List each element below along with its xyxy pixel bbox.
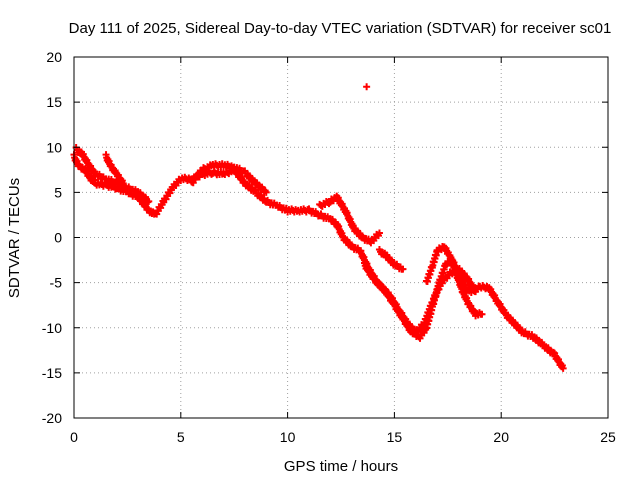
x-tick-label: 5: [177, 429, 185, 445]
x-axis-title: GPS time / hours: [284, 458, 398, 475]
data-point: [478, 310, 486, 318]
data-point: [119, 179, 127, 187]
data-point: [363, 83, 371, 91]
data-point: [399, 265, 407, 273]
series-track-arc: [375, 245, 407, 273]
y-tick-label: -15: [42, 365, 62, 381]
series-track-upper-left: [72, 143, 153, 206]
series-track-afternoon: [187, 160, 270, 196]
x-tick-label: 0: [70, 429, 78, 445]
series-track-dip: [316, 192, 383, 247]
data-point: [472, 288, 480, 296]
x-tick-label: 15: [387, 429, 403, 445]
ticks: 0 5 10 15 20 25 -20 -15 -10 -5 0 5 10 15 20: [42, 49, 616, 445]
y-tick-label: 20: [46, 49, 62, 65]
series-track-loop: [422, 242, 486, 320]
series-outlier: [363, 83, 371, 91]
x-tick-label: 25: [600, 429, 616, 445]
data-point: [375, 229, 383, 237]
chart-title: Day 111 of 2025, Sidereal Day-to-day VTE…: [69, 20, 612, 37]
data-point: [262, 188, 270, 196]
y-tick-label: 15: [46, 94, 62, 110]
series-track-lower-right: [360, 259, 480, 337]
x-tick-label: 10: [280, 429, 296, 445]
data-point: [559, 364, 567, 372]
series-track-hump-2h: [102, 151, 127, 187]
series-track-main: [70, 151, 567, 372]
y-axis-title: SDTVAR / TECUs: [6, 178, 23, 298]
y-tick-label: -20: [42, 410, 62, 426]
y-tick-label: 0: [54, 230, 62, 246]
y-tick-label: -5: [50, 275, 63, 291]
y-tick-label: -10: [42, 320, 62, 336]
x-tick-label: 20: [493, 429, 509, 445]
series-layer: [70, 83, 567, 372]
y-tick-label: 5: [54, 184, 62, 200]
y-tick-label: 10: [46, 139, 62, 155]
data-point: [145, 197, 153, 205]
